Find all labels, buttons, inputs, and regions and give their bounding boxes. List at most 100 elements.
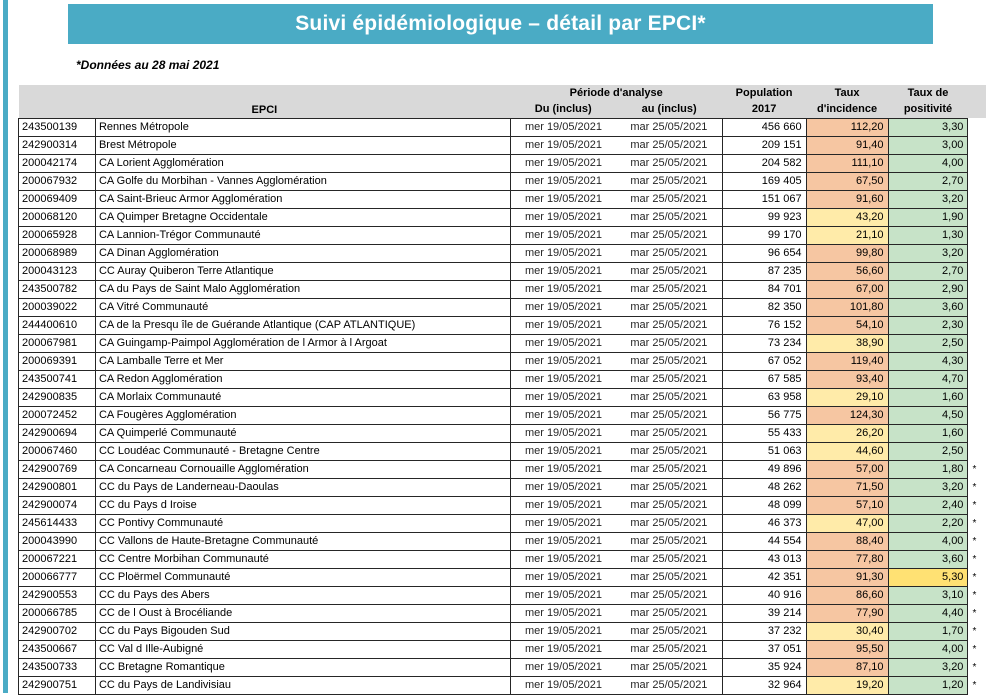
table-row: 245614433 CC Pontivy Communauté mer 19/0… (19, 514, 986, 532)
positivity-cell: 1,60 (888, 424, 968, 442)
population-cell: 49 896 (722, 460, 806, 478)
epci-table: EPCI Période d'analyse Population Taux T… (18, 85, 986, 695)
table-row: 200067221 CC Centre Morbihan Communauté … (19, 550, 986, 568)
epci-code-cell: 243500782 (19, 280, 96, 298)
table-row: 200065928 CA Lannion-Trégor Communauté m… (19, 226, 986, 244)
positivity-cell: 3,20 (888, 478, 968, 496)
epci-name-cell: CA Quimperlé Communauté (95, 424, 510, 442)
positivity-cell: 2,50 (888, 442, 968, 460)
population-cell: 51 063 (722, 442, 806, 460)
date-from-cell: mer 19/05/2021 (510, 676, 616, 694)
positivity-cell: 3,60 (888, 550, 968, 568)
incidence-cell: 88,40 (806, 532, 888, 550)
positivity-cell: 4,00 (888, 532, 968, 550)
date-to-cell: mar 25/05/2021 (616, 154, 722, 172)
date-from-cell: mer 19/05/2021 (510, 352, 616, 370)
epci-code-cell: 200065928 (19, 226, 96, 244)
date-from-cell: mer 19/05/2021 (510, 532, 616, 550)
epci-code-cell: 200066785 (19, 604, 96, 622)
asterisk-cell (968, 190, 986, 208)
date-from-cell: mer 19/05/2021 (510, 208, 616, 226)
population-cell: 32 964 (722, 676, 806, 694)
epci-name-cell: CA Guingamp-Paimpol Agglomération de l A… (95, 334, 510, 352)
epci-name-cell: CA Saint-Brieuc Armor Agglomération (95, 190, 510, 208)
asterisk-cell (968, 442, 986, 460)
epci-code-cell: 242900314 (19, 136, 96, 154)
population-cell: 48 262 (722, 478, 806, 496)
asterisk-cell (968, 298, 986, 316)
epci-code-cell: 242900553 (19, 586, 96, 604)
table-row: 200067981 CA Guingamp-Paimpol Agglomérat… (19, 334, 986, 352)
date-to-cell: mar 25/05/2021 (616, 550, 722, 568)
asterisk-cell (968, 406, 986, 424)
epci-code-cell: 200067221 (19, 550, 96, 568)
date-to-cell: mar 25/05/2021 (616, 334, 722, 352)
date-to-cell: mar 25/05/2021 (616, 604, 722, 622)
epci-name-cell: CC Val d Ille-Aubigné (95, 640, 510, 658)
epci-name-cell: CA Lamballe Terre et Mer (95, 352, 510, 370)
date-to-cell: mar 25/05/2021 (616, 298, 722, 316)
date-to-cell: mar 25/05/2021 (616, 460, 722, 478)
date-from-cell: mer 19/05/2021 (510, 316, 616, 334)
date-to-link[interactable]: mar 25/05/2021 (616, 118, 722, 136)
positivity-cell: 2,50 (888, 334, 968, 352)
population-cell: 35 924 (722, 658, 806, 676)
incidence-cell: 91,30 (806, 568, 888, 586)
asterisk-cell (968, 262, 986, 280)
epci-name-cell: CC du Pays d Iroise (95, 496, 510, 514)
table-row: 200068120 CA Quimper Bretagne Occidental… (19, 208, 986, 226)
table-row: 242900702 CC du Pays Bigouden Sud mer 19… (19, 622, 986, 640)
epci-code-cell: 243500733 (19, 658, 96, 676)
incidence-cell: 19,20 (806, 676, 888, 694)
population-cell: 42 351 (722, 568, 806, 586)
incidence-cell: 26,20 (806, 424, 888, 442)
data-date-note: *Données au 28 mai 2021 (76, 58, 219, 72)
date-from-cell: mer 19/05/2021 (510, 568, 616, 586)
date-from-cell: mer 19/05/2021 (510, 550, 616, 568)
epci-code-cell: 245614433 (19, 514, 96, 532)
positivity-cell: 4,30 (888, 352, 968, 370)
positivity-cell: 4,00 (888, 640, 968, 658)
epci-name-cell: CC Auray Quiberon Terre Atlantique (95, 262, 510, 280)
asterisk-cell: * (968, 514, 986, 532)
date-from-cell: mer 19/05/2021 (510, 460, 616, 478)
col-header-positivite-l2: positivité (888, 101, 968, 118)
epci-code-cell: 200069391 (19, 352, 96, 370)
positivity-cell: 5,30 (888, 568, 968, 586)
epci-name-cell: CC Centre Morbihan Communauté (95, 550, 510, 568)
date-to-cell: mar 25/05/2021 (616, 532, 722, 550)
date-to-cell: mar 25/05/2021 (616, 172, 722, 190)
table-header: EPCI Période d'analyse Population Taux T… (19, 85, 986, 118)
incidence-cell: 67,50 (806, 172, 888, 190)
table-row: 242900553 CC du Pays des Abers mer 19/05… (19, 586, 986, 604)
epci-code-cell: 200068989 (19, 244, 96, 262)
epci-name-cell: CC Loudéac Communauté - Bretagne Centre (95, 442, 510, 460)
col-header-positivite-l1: Taux de (888, 85, 968, 101)
epci-name-cell: CC du Pays de Landerneau-Daoulas (95, 478, 510, 496)
positivity-cell: 4,00 (888, 154, 968, 172)
epci-code-cell: 243500741 (19, 370, 96, 388)
population-cell: 99 170 (722, 226, 806, 244)
date-from-cell: mer 19/05/2021 (510, 298, 616, 316)
date-from-cell: mer 19/05/2021 (510, 658, 616, 676)
col-header-population-l1: Population (722, 85, 806, 101)
table-row: 242900835 CA Morlaix Communauté mer 19/0… (19, 388, 986, 406)
date-from-cell: mer 19/05/2021 (510, 280, 616, 298)
asterisk-cell (968, 226, 986, 244)
date-to-cell: mar 25/05/2021 (616, 622, 722, 640)
population-cell: 99 923 (722, 208, 806, 226)
date-from-cell: mer 19/05/2021 (510, 262, 616, 280)
population-cell: 46 373 (722, 514, 806, 532)
positivity-cell: 3,20 (888, 244, 968, 262)
date-from-cell: mer 19/05/2021 (510, 154, 616, 172)
epci-name-cell: CC Pontivy Communauté (95, 514, 510, 532)
epci-name-cell: CC du Pays de Landivisiau (95, 676, 510, 694)
population-cell: 73 234 (722, 334, 806, 352)
table-row: 242900801 CC du Pays de Landerneau-Daoul… (19, 478, 986, 496)
positivity-cell: 1,80 (888, 460, 968, 478)
date-from-cell: mer 19/05/2021 (510, 370, 616, 388)
date-to-cell: mar 25/05/2021 (616, 370, 722, 388)
incidence-cell: 112,20 (806, 118, 888, 136)
population-cell: 48 099 (722, 496, 806, 514)
epci-name-cell: CC du Pays des Abers (95, 586, 510, 604)
